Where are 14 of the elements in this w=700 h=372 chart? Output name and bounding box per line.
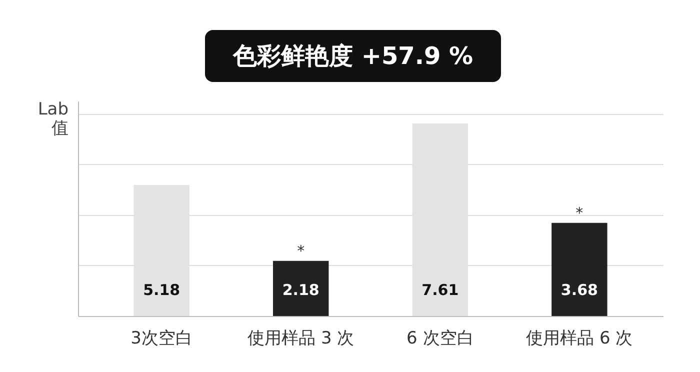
bar xyxy=(552,222,608,316)
y-axis-title: Lab 值 xyxy=(38,100,68,138)
data-label: 3.68 xyxy=(560,281,598,299)
text: 色彩鲜艳度 +57.9 % xyxy=(205,30,502,82)
x-tick-label: 3次空白 xyxy=(130,328,192,348)
bar xyxy=(273,260,329,316)
data-label: 2.18 xyxy=(282,281,320,299)
x-tick-label: 使用样品 3 次 xyxy=(248,328,354,348)
annotation: * xyxy=(576,204,584,222)
x-tick-label: 使用样品 6 次 xyxy=(526,328,633,348)
data-label: 7.61 xyxy=(422,281,459,299)
x-tick-label: 6 次空白 xyxy=(406,328,474,348)
data-label: 5.18 xyxy=(143,281,180,299)
annotation: * xyxy=(297,242,306,260)
